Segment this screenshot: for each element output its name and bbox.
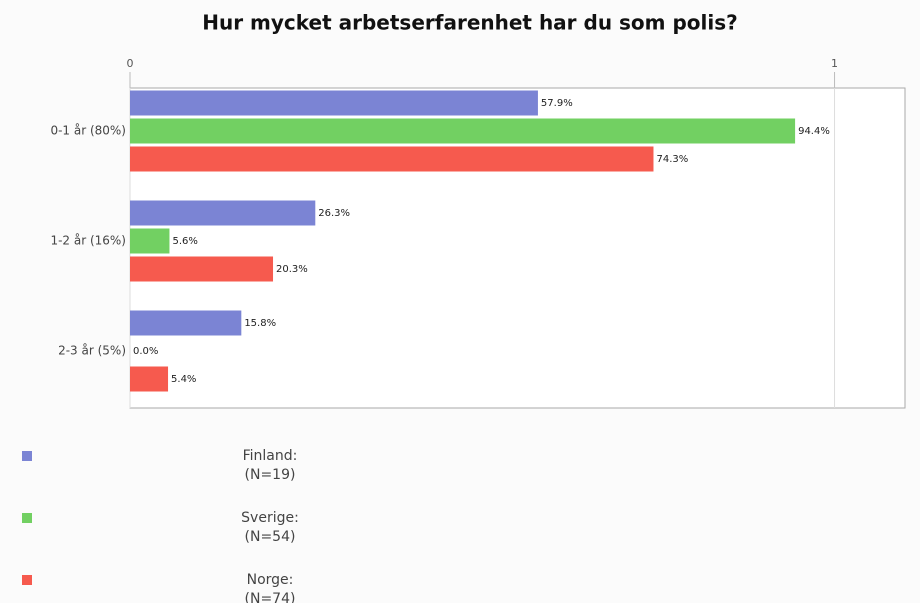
legend-swatch [22,575,32,585]
y-tick-label: 1-2 år (16%) [50,234,126,248]
data-label: 5.4% [171,374,196,385]
y-tick-label: 2-3 år (5%) [58,344,126,358]
data-label: 20.3% [276,264,308,275]
legend-label: (N=74) [245,591,296,603]
bar [130,118,796,144]
data-label: 74.3% [656,154,688,165]
legend-label: Sverige: [241,510,299,526]
data-label: 15.8% [244,318,276,329]
x-tick-label: 0 [127,57,134,70]
bar [130,256,274,282]
legend-label: Norge: [247,572,294,588]
legend-label: (N=19) [245,467,296,483]
data-label: 0.0% [133,346,158,357]
bar [130,228,170,254]
data-label: 57.9% [541,98,573,109]
bar [130,310,242,336]
data-label: 5.6% [172,236,197,247]
bar [130,200,316,226]
bar [130,366,169,392]
legend-label: Finland: [243,448,298,464]
data-label: 26.3% [318,208,350,219]
data-label: 94.4% [798,126,830,137]
bar [130,90,538,116]
legend-label: (N=54) [245,529,296,545]
legend-swatch [22,451,32,461]
bar [130,146,654,172]
y-tick-label: 0-1 år (80%) [50,124,126,138]
chart-title: Hur mycket arbetserfarenhet har du som p… [202,11,738,35]
legend-swatch [22,513,32,523]
x-tick-label: 1 [831,57,838,70]
